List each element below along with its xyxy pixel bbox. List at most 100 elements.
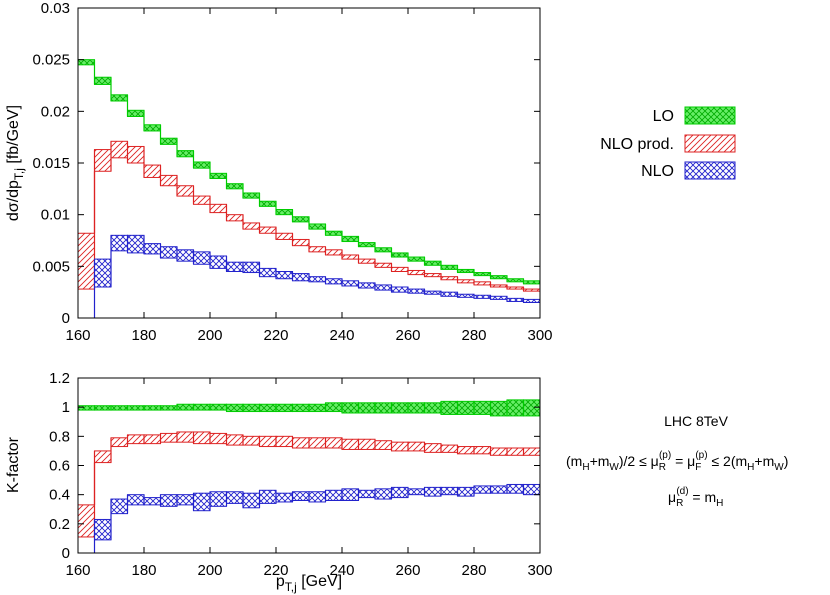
bot-lo-bin-22: [440, 400, 458, 415]
top-nlo-prod-bin-3: [127, 145, 145, 164]
top-x-tick-label-4: 240: [329, 327, 354, 344]
top-series-nlo-prod: [77, 140, 541, 292]
top-nlo-prod-bin-8: [209, 203, 227, 214]
bot-nlo-bin-2: [110, 498, 128, 515]
bot-nlo-prod-bin-13: [292, 437, 310, 449]
top-nlo-prod-bin-17: [358, 258, 376, 264]
bot-lo-bin-13: [292, 403, 310, 413]
bot-lo-bin-5: [160, 405, 178, 411]
bot-nlo-prod-bin-17: [358, 438, 376, 450]
top-nlo-bin-20: [407, 288, 425, 294]
top-lo-bin-10: [242, 192, 260, 199]
top-nlo-prod-bin-24: [473, 281, 491, 286]
bot-nlo-prod-bin-11: [259, 435, 277, 448]
top-lo-bin-17: [358, 242, 376, 248]
top-nlo-bin-5: [160, 246, 178, 259]
bot-nlo-bin-6: [176, 494, 194, 506]
top-nlo-bin-10: [242, 261, 260, 274]
bot-lo-bin-3: [127, 405, 145, 411]
bot-nlo-prod-bin-9: [226, 434, 244, 446]
bot-nlo-prod-bin-18: [374, 440, 392, 450]
bot-nlo-bin-23: [457, 486, 475, 497]
bot-y-tick-label-2: 0.4: [49, 487, 70, 504]
bot-series-nlo: [93, 483, 541, 553]
bot-lo-bin-9: [226, 403, 244, 413]
top-lo-bin-5: [160, 137, 178, 145]
bot-nlo-prod-bin-8: [209, 432, 227, 445]
top-nlo-bin-18: [374, 284, 392, 291]
bot-lo-bin-6: [176, 403, 194, 411]
bot-nlo-bin-18: [374, 488, 392, 500]
top-nlo-connectors: [93, 235, 525, 318]
bot-y-tick-label-6: 1.2: [49, 370, 70, 387]
top-nlo-bin-7: [193, 251, 211, 265]
bot-lo-bin-23: [457, 400, 475, 415]
top-nlo-bin-3: [127, 234, 145, 254]
bot-nlo-bin-15: [325, 489, 343, 501]
bot-nlo-bin-19: [391, 486, 409, 499]
top-nlo-bin-15: [325, 278, 343, 285]
bot-lo-bin-19: [391, 402, 409, 414]
top-nlo-prod-bin-1: [94, 149, 112, 172]
bot-nlo-prod-bin-27: [523, 447, 541, 456]
top-y-tick-label-1: 0.005: [32, 258, 70, 275]
bot-y-tick-label-3: 0.6: [49, 458, 70, 475]
top-lo-bin-12: [275, 209, 293, 216]
top-nlo-prod-bin-13: [292, 238, 310, 247]
annotation: LHC 8TeV (mH+mW)/2 ≤ μR(p) = μF(p) ≤ 2(m…: [566, 413, 788, 509]
top-lo-bin-22: [440, 264, 458, 270]
annotation-line-3: μR(d) = mH: [668, 486, 723, 509]
top-nlo-prod-bin-23: [457, 279, 475, 284]
top-lo-bin-26: [506, 278, 524, 283]
bot-nlo-bin-12: [275, 492, 293, 503]
legend-swatch-lo: [684, 106, 736, 125]
bot-nlo-prod-bin-12: [275, 435, 293, 448]
top-nlo-prod-bin-6: [176, 185, 194, 197]
bot-lo-bin-10: [242, 403, 260, 413]
bottom-panel: 160 180 200 220 240 260 280 300 0 0.2 0.4 0.6 0.8 1 1…: [5, 370, 553, 594]
legend: LO NLO prod. NLO: [600, 106, 736, 180]
bot-x-tick-label-1: 180: [131, 562, 156, 579]
top-nlo-prod-bin-14: [308, 246, 326, 253]
bot-nlo-prod-bin-10: [242, 435, 260, 446]
top-series-nlo: [93, 234, 541, 318]
bot-nlo-bin-8: [209, 491, 227, 507]
bot-nlo-bin-20: [407, 488, 425, 496]
bot-nlo-bin-21: [424, 486, 442, 497]
bot-nlo-bin-24: [473, 485, 491, 494]
bot-lo-bin-11: [259, 403, 277, 413]
bot-nlo-prod-bin-6: [176, 431, 194, 443]
top-lo-bin-16: [341, 235, 359, 243]
bot-y-tick-label-5: 1: [62, 399, 70, 416]
bot-lo-bin-17: [358, 402, 376, 414]
bot-nlo-prod-bin-1: [94, 450, 112, 464]
top-nlo-prod-bin-26: [506, 286, 524, 290]
bot-lo-bin-7: [193, 403, 211, 411]
top-nlo-bin-13: [292, 273, 310, 282]
bot-nlo-bin-11: [259, 489, 277, 504]
top-lo-bin-1: [94, 76, 112, 85]
bot-lo-bin-12: [275, 403, 293, 413]
top-lo-bin-18: [374, 247, 392, 253]
top-nlo-prod-bin-11: [259, 226, 277, 234]
top-lo-bin-2: [110, 94, 128, 102]
bot-x-tick-label-0: 160: [65, 562, 90, 579]
top-x-tick-label-5: 260: [395, 327, 420, 344]
annotation-line-2: (mH+mW)/2 ≤ μR(p) = μF(p) ≤ 2(mH+mW): [566, 450, 788, 473]
annotation-line-1: LHC 8TeV: [664, 413, 728, 429]
bot-x-tick-label-6: 280: [461, 562, 486, 579]
top-nlo-bin-8: [209, 255, 227, 269]
top-nlo-bin-21: [424, 290, 442, 295]
top-nlo-prod-bin-9: [226, 214, 244, 222]
top-lo-bin-6: [176, 150, 194, 158]
bot-y-tick-label-4: 0.8: [49, 428, 70, 445]
bot-nlo-bin-5: [160, 494, 178, 507]
top-nlo-prod-bin-18: [374, 262, 392, 268]
top-y-tick-label-4: 0.02: [41, 103, 70, 120]
top-lo-bin-21: [424, 260, 442, 266]
bot-nlo-prod-bin-22: [440, 444, 458, 453]
bot-nlo-connectors: [93, 484, 525, 553]
top-nlo-prod-bin-7: [193, 195, 211, 205]
top-nlo-bin-1: [94, 258, 112, 288]
bot-nlo-prod-bin-19: [391, 441, 409, 452]
